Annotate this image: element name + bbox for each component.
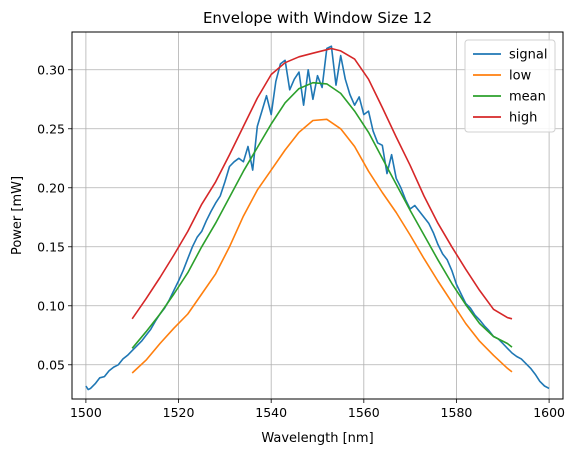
y-axis-label: Power [mW] xyxy=(10,176,25,255)
x-tick-label: 1600 xyxy=(533,405,565,420)
y-tick-label: 0.15 xyxy=(37,239,65,254)
y-tick-label: 0.20 xyxy=(37,180,65,195)
series-line-high xyxy=(131,47,513,320)
y-tick-label: 0.30 xyxy=(37,62,65,77)
series-line-mean xyxy=(131,81,513,349)
legend-label-mean: mean xyxy=(509,90,546,105)
legend: signal low mean high xyxy=(464,39,556,133)
ticks: 1500 1520 1540 1560 1580 1600 0.05 0.10 0.15 0.20… xyxy=(37,62,565,420)
legend-box xyxy=(464,39,556,133)
x-tick-label: 1500 xyxy=(70,405,102,420)
x-axis-label: Wavelength [nm] xyxy=(261,431,373,446)
legend-label-high: high xyxy=(509,111,537,126)
x-tick-label: 1580 xyxy=(441,405,473,420)
y-tick-label: 0.25 xyxy=(37,121,65,136)
legend-label-signal: signal xyxy=(509,48,547,63)
series-line-low xyxy=(131,118,513,374)
x-tick-label: 1560 xyxy=(348,405,380,420)
chart-title: Envelope with Window Size 12 xyxy=(203,9,432,27)
axes-frame xyxy=(71,31,564,400)
y-tick-label: 0.10 xyxy=(37,298,65,313)
series-layer xyxy=(85,45,550,391)
y-tick-label: 0.05 xyxy=(37,357,65,372)
x-tick-label: 1540 xyxy=(255,405,287,420)
legend-label-low: low xyxy=(509,69,532,84)
x-tick-label: 1520 xyxy=(163,405,195,420)
